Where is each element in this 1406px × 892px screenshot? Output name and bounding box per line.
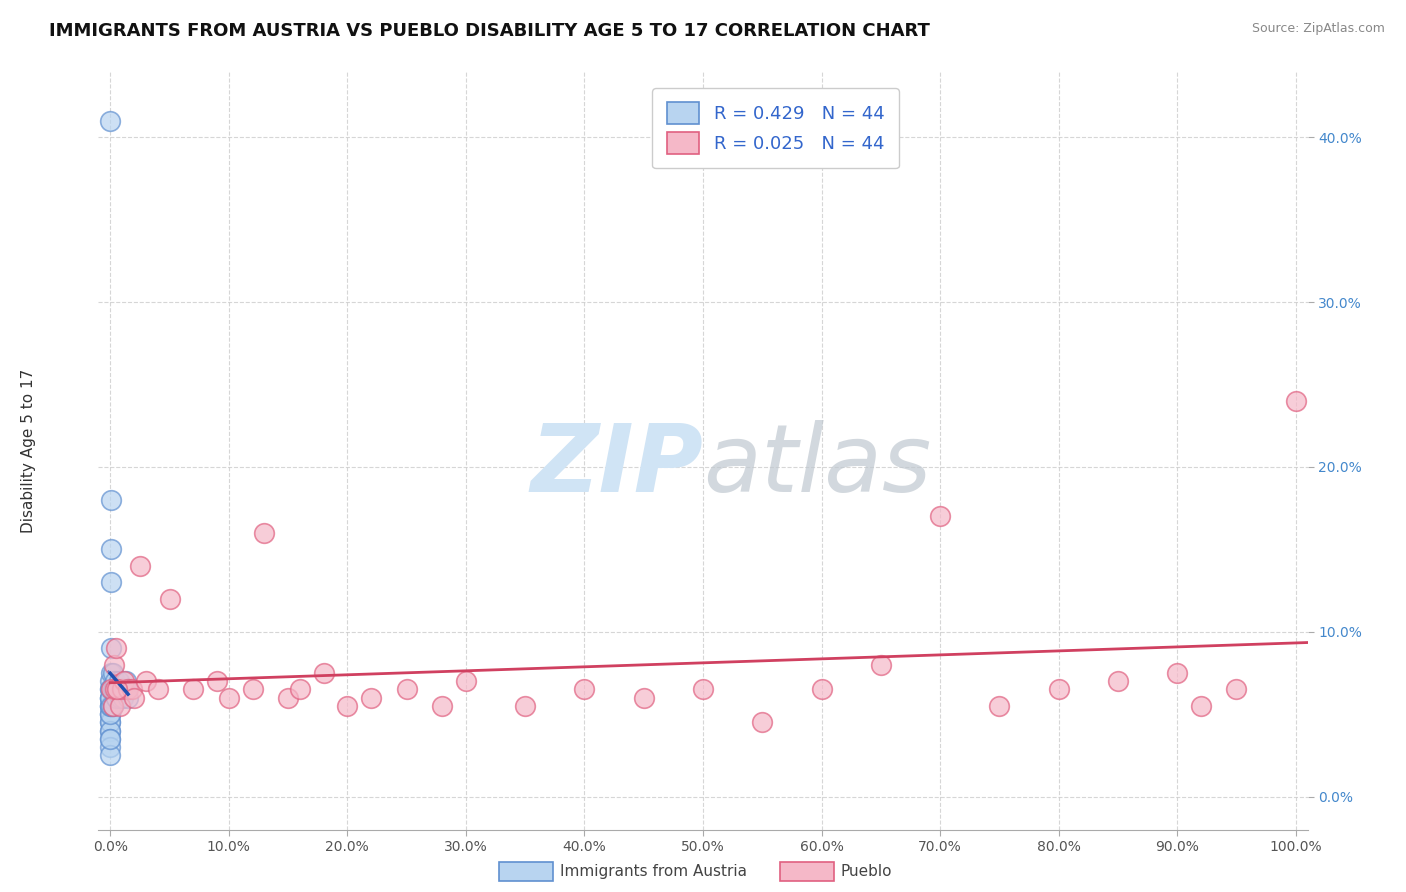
- Point: [98, 698, 121, 713]
- Point: [98, 707, 121, 722]
- Point: [98, 731, 121, 746]
- Point: [108, 698, 131, 713]
- Point: [1107, 674, 1129, 689]
- Point: [277, 690, 299, 705]
- Point: [98, 715, 121, 730]
- Point: [122, 690, 145, 705]
- Point: [114, 682, 136, 697]
- Point: [115, 682, 138, 697]
- Text: Immigrants from Austria: Immigrants from Austria: [560, 864, 747, 879]
- Point: [692, 682, 714, 697]
- Point: [100, 682, 122, 697]
- Text: Pueblo: Pueblo: [841, 864, 893, 879]
- Point: [105, 682, 128, 697]
- Point: [107, 674, 129, 689]
- Point: [100, 575, 122, 590]
- Point: [104, 674, 127, 689]
- Point: [98, 723, 121, 738]
- Point: [100, 665, 122, 680]
- Point: [988, 698, 1011, 713]
- Point: [100, 542, 122, 557]
- Point: [121, 682, 143, 697]
- Point: [98, 723, 121, 738]
- Point: [101, 698, 124, 713]
- Point: [101, 665, 124, 680]
- Point: [98, 674, 121, 689]
- Point: [117, 690, 139, 705]
- Point: [101, 682, 124, 697]
- Point: [98, 682, 121, 697]
- Point: [105, 682, 128, 697]
- Point: [869, 657, 891, 672]
- Point: [111, 682, 134, 697]
- Point: [432, 698, 454, 713]
- Point: [336, 698, 359, 713]
- Point: [103, 657, 125, 672]
- Point: [751, 715, 773, 730]
- Point: [98, 698, 121, 713]
- Point: [1225, 682, 1247, 697]
- Point: [98, 748, 121, 763]
- Point: [454, 674, 477, 689]
- Point: [101, 698, 124, 713]
- Point: [98, 731, 121, 746]
- Point: [103, 682, 125, 697]
- Point: [205, 674, 228, 689]
- Point: [100, 682, 122, 697]
- Point: [1166, 665, 1188, 680]
- Point: [288, 682, 311, 697]
- Point: [312, 665, 335, 680]
- Point: [98, 690, 121, 705]
- Point: [98, 698, 121, 713]
- Point: [242, 682, 264, 697]
- Point: [98, 740, 121, 755]
- Point: [1285, 394, 1308, 409]
- Point: [98, 682, 121, 697]
- Text: IMMIGRANTS FROM AUSTRIA VS PUEBLO DISABILITY AGE 5 TO 17 CORRELATION CHART: IMMIGRANTS FROM AUSTRIA VS PUEBLO DISABI…: [49, 22, 931, 40]
- Point: [111, 682, 134, 697]
- Point: [105, 690, 128, 705]
- Point: [114, 674, 136, 689]
- Legend: R = 0.429   N = 44, R = 0.025   N = 44: R = 0.429 N = 44, R = 0.025 N = 44: [652, 88, 898, 168]
- Point: [159, 591, 181, 606]
- Point: [129, 558, 152, 573]
- Point: [105, 641, 128, 656]
- Point: [98, 707, 121, 722]
- Point: [395, 682, 418, 697]
- Point: [1189, 698, 1212, 713]
- Point: [633, 690, 655, 705]
- Point: [98, 113, 121, 128]
- Point: [929, 509, 952, 524]
- Point: [574, 682, 596, 697]
- Point: [117, 682, 139, 697]
- Point: [98, 707, 121, 722]
- Point: [100, 492, 122, 507]
- Point: [108, 690, 131, 705]
- Text: ZIP: ZIP: [530, 419, 703, 512]
- Point: [810, 682, 832, 697]
- Point: [135, 674, 157, 689]
- Point: [360, 690, 382, 705]
- Point: [146, 682, 169, 697]
- Point: [181, 682, 204, 697]
- Point: [100, 698, 122, 713]
- Y-axis label: Disability Age 5 to 17: Disability Age 5 to 17: [21, 368, 37, 533]
- Point: [98, 690, 121, 705]
- Point: [218, 690, 240, 705]
- Point: [110, 682, 132, 697]
- Point: [515, 698, 537, 713]
- Text: Source: ZipAtlas.com: Source: ZipAtlas.com: [1251, 22, 1385, 36]
- Point: [104, 682, 127, 697]
- Point: [98, 690, 121, 705]
- Text: atlas: atlas: [703, 420, 931, 511]
- Point: [112, 690, 135, 705]
- Point: [114, 674, 136, 689]
- Point: [98, 715, 121, 730]
- Point: [253, 525, 276, 540]
- Point: [100, 641, 122, 656]
- Point: [1047, 682, 1070, 697]
